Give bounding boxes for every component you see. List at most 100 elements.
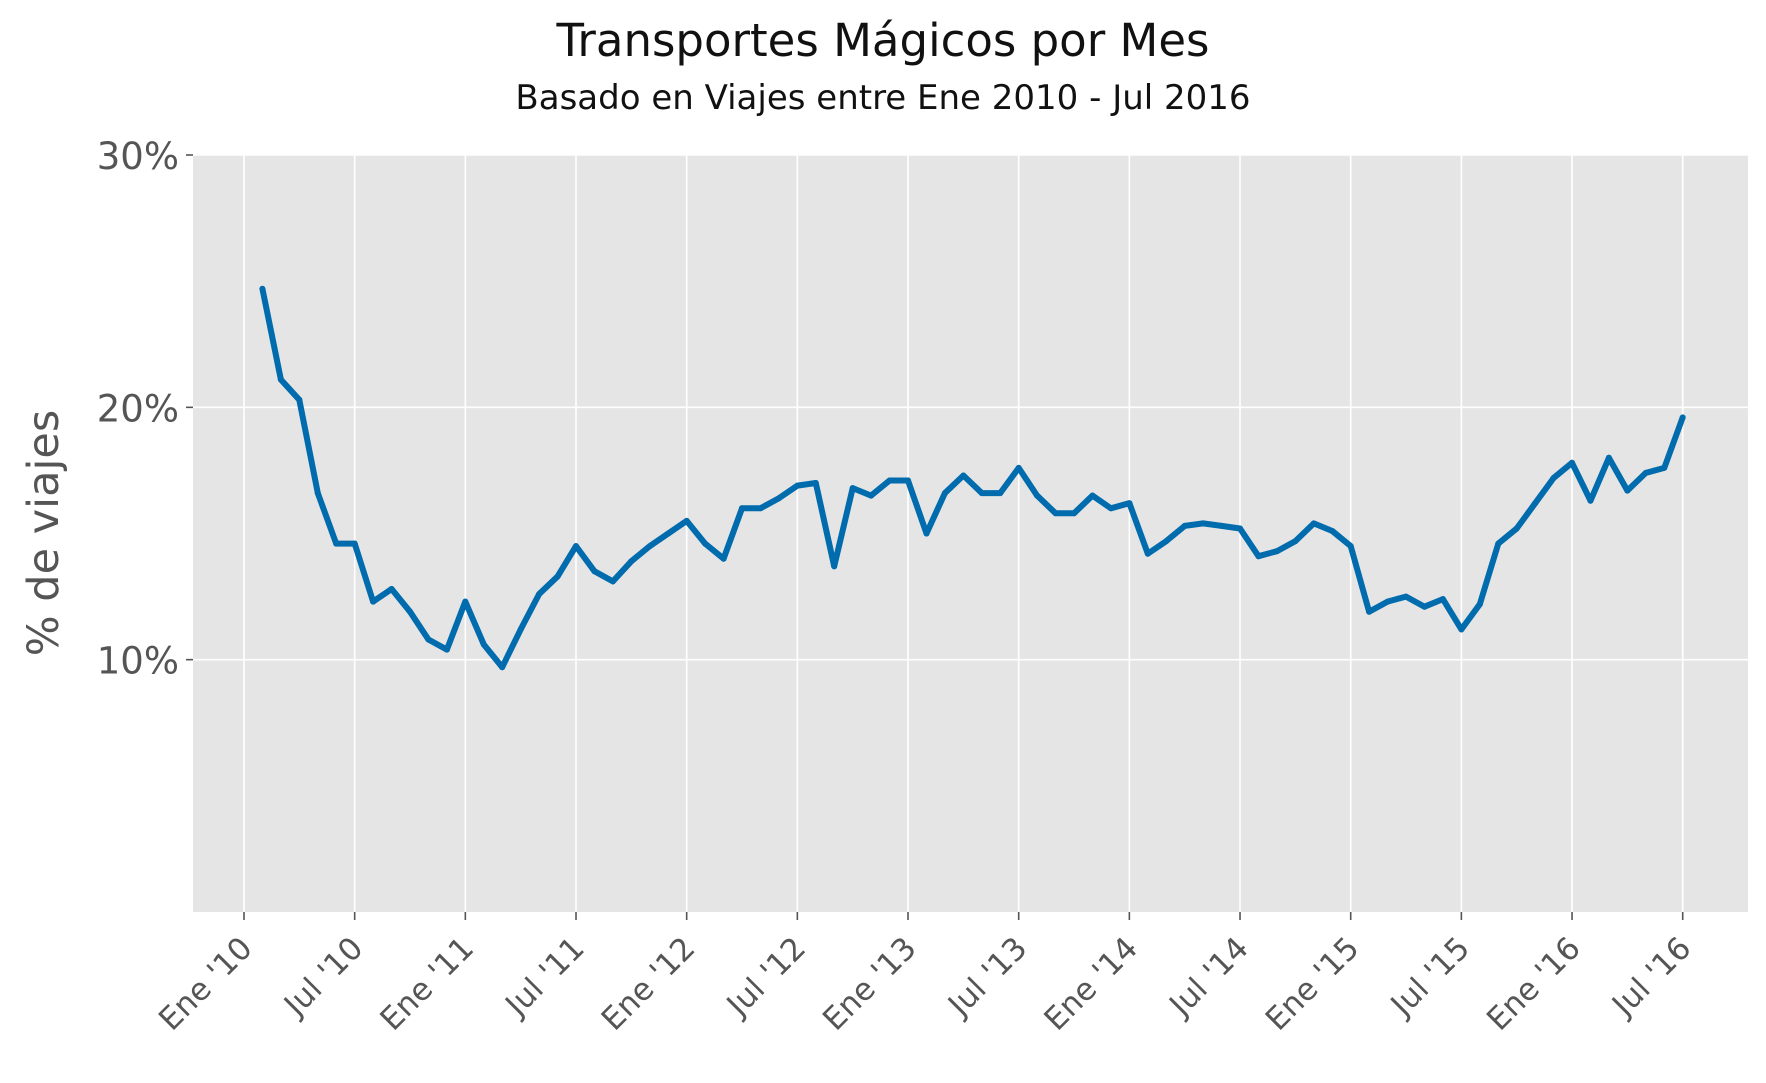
data-point xyxy=(277,376,284,383)
data-point xyxy=(388,586,395,592)
data-point xyxy=(1366,608,1373,615)
x-tick-label: Ene '13 xyxy=(816,930,924,1038)
x-tick-label: Ene '14 xyxy=(1037,930,1145,1038)
data-point xyxy=(646,543,653,550)
y-axis-label: % de viajes xyxy=(19,410,69,657)
data-point xyxy=(739,505,745,512)
x-tick-label: Jul '13 xyxy=(940,930,1034,1024)
data-point xyxy=(1513,525,1520,532)
data-point xyxy=(443,646,450,653)
data-point xyxy=(1347,543,1354,550)
x-tick-label: Ene '16 xyxy=(1480,930,1588,1038)
x-tick-label: Jul '11 xyxy=(497,930,591,1024)
x-tick-label: Ene '15 xyxy=(1259,930,1367,1038)
data-point xyxy=(1624,487,1631,494)
series-points xyxy=(259,285,1686,671)
chart-subtitle: Basado en Viajes entre Ene 2010 - Jul 20… xyxy=(515,78,1251,118)
data-point xyxy=(591,568,598,575)
y-tick-label: 20% xyxy=(97,387,179,430)
data-point xyxy=(683,517,690,524)
data-point xyxy=(1458,626,1465,633)
data-point xyxy=(296,396,303,403)
x-tick-label: Jul '14 xyxy=(1161,930,1255,1024)
data-point xyxy=(536,591,543,598)
y-tick-label: 10% xyxy=(97,640,179,683)
data-point xyxy=(1107,505,1114,512)
data-point xyxy=(609,578,616,585)
data-point xyxy=(1403,593,1409,600)
data-point xyxy=(333,540,340,547)
data-point xyxy=(1587,497,1594,504)
data-point xyxy=(1642,469,1649,476)
data-point xyxy=(259,285,266,292)
data-point xyxy=(997,490,1004,497)
data-point xyxy=(407,608,413,615)
data-point xyxy=(1439,596,1446,603)
data-point xyxy=(665,530,672,537)
data-point xyxy=(1273,548,1280,555)
y-tick-label: 30% xyxy=(97,135,179,178)
x-tick-label: Ene '12 xyxy=(595,930,703,1038)
data-point xyxy=(1421,603,1428,610)
data-point xyxy=(720,555,727,562)
data-point xyxy=(1237,525,1243,532)
data-point xyxy=(517,626,524,633)
data-point xyxy=(1144,550,1151,557)
data-point xyxy=(757,505,764,512)
data-point xyxy=(905,477,911,484)
data-point xyxy=(702,540,709,547)
data-point xyxy=(849,485,856,492)
data-point xyxy=(868,492,875,499)
data-point xyxy=(812,480,819,486)
chart-title: Transportes Mágicos por Mes xyxy=(556,14,1210,67)
data-point xyxy=(1532,500,1539,507)
data-point xyxy=(1200,520,1207,527)
data-point xyxy=(462,598,469,605)
data-point xyxy=(499,664,506,671)
data-point xyxy=(775,495,782,502)
data-point xyxy=(1476,601,1483,608)
data-point xyxy=(1384,598,1391,605)
data-point xyxy=(978,490,985,497)
data-point xyxy=(1126,500,1133,507)
data-point xyxy=(1052,510,1059,517)
x-tick-label: Jul '16 xyxy=(1604,930,1698,1024)
x-tick-label: Jul '10 xyxy=(276,930,370,1024)
data-point xyxy=(923,530,930,537)
data-point xyxy=(941,490,948,497)
data-point xyxy=(1181,522,1188,529)
data-point xyxy=(1163,538,1170,545)
plot-area xyxy=(193,155,1748,912)
data-point xyxy=(886,477,893,484)
data-point xyxy=(1089,492,1096,499)
data-point xyxy=(628,558,635,565)
data-point xyxy=(1661,464,1668,471)
data-point xyxy=(314,490,321,497)
data-point xyxy=(554,573,561,580)
x-tick-label: Ene '11 xyxy=(373,930,481,1038)
data-point xyxy=(1569,459,1575,466)
data-point xyxy=(1550,475,1557,481)
data-point xyxy=(1679,414,1686,421)
x-tick-label: Jul '15 xyxy=(1383,930,1477,1024)
data-point xyxy=(480,641,487,648)
data-point xyxy=(370,598,377,605)
data-point xyxy=(794,482,801,489)
data-point xyxy=(1255,553,1262,560)
data-point xyxy=(1218,522,1225,529)
series-line xyxy=(259,288,1686,671)
data-point xyxy=(1292,538,1299,545)
data-point xyxy=(425,636,432,643)
data-point xyxy=(351,540,358,547)
data-point xyxy=(1329,528,1336,534)
x-tick-label: Jul '12 xyxy=(719,930,813,1024)
data-point xyxy=(1605,454,1612,461)
data-point xyxy=(960,472,967,479)
data-point xyxy=(1071,510,1077,517)
data-point xyxy=(573,543,579,550)
data-point xyxy=(1310,520,1317,527)
data-point xyxy=(831,563,838,570)
data-point xyxy=(1015,464,1022,471)
x-tick-label: Ene '10 xyxy=(152,930,260,1038)
